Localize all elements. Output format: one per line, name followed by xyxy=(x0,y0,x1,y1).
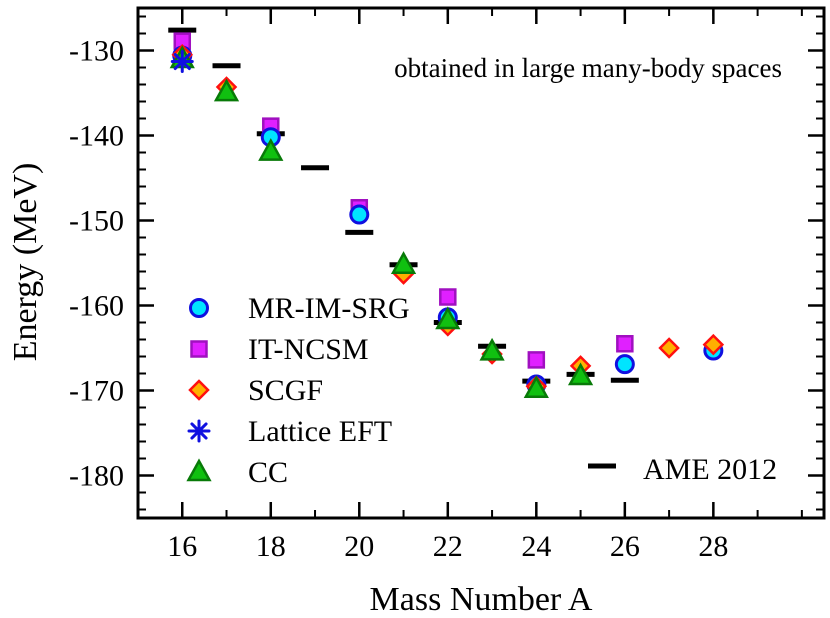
x-tick-label: 18 xyxy=(256,530,286,563)
legend: MR-IM-SRG IT-NCSM SCGF Lattice EFT CC AME 201… xyxy=(186,292,777,489)
point-cc xyxy=(479,337,505,361)
plot-frame xyxy=(136,6,826,520)
point-cc xyxy=(213,78,240,102)
y-axis-label: Energy (MeV) xyxy=(7,163,44,362)
legend-marker-lattice-eft xyxy=(187,419,211,443)
y-tick-label: -180 xyxy=(69,460,124,493)
x-tick-label: 22 xyxy=(433,530,463,563)
point-cc xyxy=(523,375,549,399)
y-tick-label: -160 xyxy=(69,290,124,323)
point-cc xyxy=(258,138,284,161)
legend-label-lattice-eft: Lattice EFT xyxy=(248,415,392,448)
legend-marker-cc xyxy=(186,458,212,482)
legend-marker-scgf xyxy=(188,379,210,401)
axis-ticks xyxy=(138,8,824,518)
legend-marker-lattice-eft-stroke xyxy=(190,422,208,440)
point-cc xyxy=(435,306,461,330)
legend-label-cc: CC xyxy=(248,456,288,489)
tick-labels: 16 18 20 22 24 26 28 -180 -170 -160 -150 -140 -130 xyxy=(69,35,728,564)
data-marks xyxy=(168,27,725,399)
point-it-ncsm xyxy=(616,335,634,353)
minor-ticks xyxy=(137,8,824,518)
point-lattice-eft-stroke xyxy=(173,52,191,71)
y-tick-label: -140 xyxy=(69,120,124,153)
x-tick-label: 20 xyxy=(344,530,374,563)
x-tick-label: 26 xyxy=(610,530,640,563)
series-lattice-eft xyxy=(170,50,194,74)
point-lattice-eft xyxy=(170,50,194,74)
point-scgf xyxy=(702,333,725,356)
point-cc xyxy=(390,251,417,274)
legend-label-ame-2012: AME 2012 xyxy=(643,453,777,486)
legend-label-it-ncsm: IT-NCSM xyxy=(248,333,369,366)
point-mr-im-srg xyxy=(614,354,635,375)
legend-label-mr-im-srg: MR-IM-SRG xyxy=(248,292,410,325)
y-tick-label: -130 xyxy=(69,35,124,68)
point-mr-im-srg xyxy=(349,204,370,225)
x-tick-label: 16 xyxy=(167,530,197,563)
x-tick-label: 28 xyxy=(698,530,728,563)
annotation-text: obtained in large many-body spaces xyxy=(394,53,782,83)
series-cc xyxy=(169,45,594,399)
point-cc xyxy=(567,362,594,386)
legend-marker-mr-im-srg xyxy=(189,298,209,318)
x-tick-label: 24 xyxy=(521,530,551,563)
point-scgf xyxy=(658,337,680,359)
legend-marker-it-ncsm xyxy=(190,340,208,358)
x-axis-label: Mass Number A xyxy=(370,581,593,618)
point-it-ncsm xyxy=(527,351,546,369)
y-tick-label: -170 xyxy=(69,375,124,408)
point-it-ncsm xyxy=(439,288,457,306)
legend-label-scgf: SCGF xyxy=(248,374,323,407)
y-tick-label: -150 xyxy=(69,205,124,238)
